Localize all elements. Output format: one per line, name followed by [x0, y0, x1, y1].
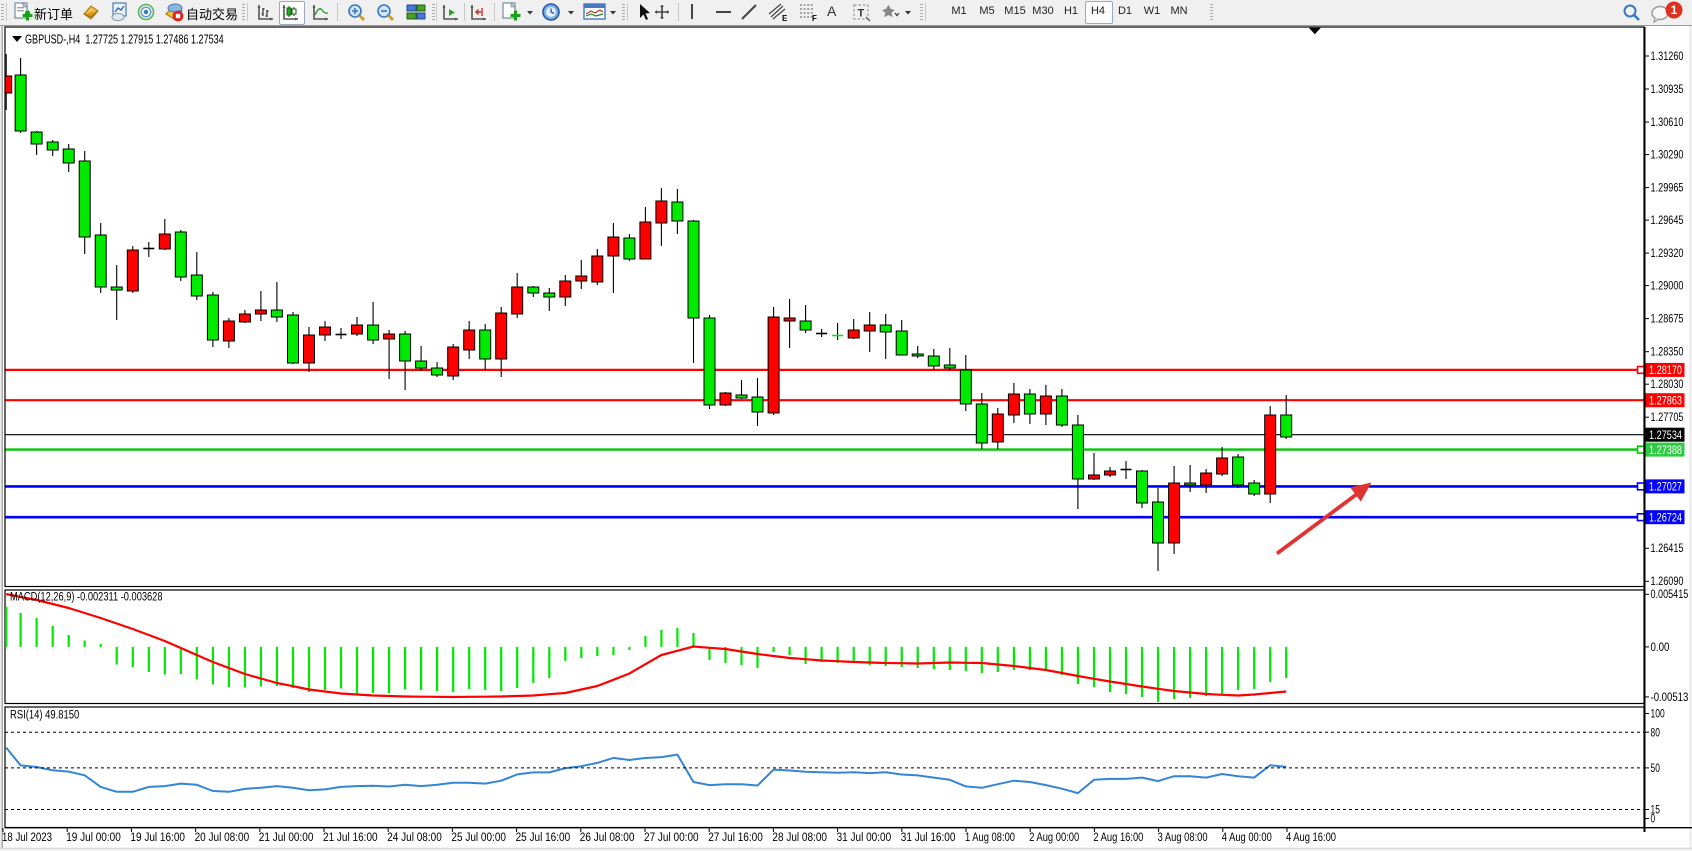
svg-text:25 Jul 00:00: 25 Jul 00:00: [451, 832, 506, 844]
svg-text:1.28170: 1.28170: [1649, 365, 1682, 377]
svg-text:1.29965: 1.29965: [1651, 183, 1684, 195]
svg-text:1.28675: 1.28675: [1651, 314, 1684, 326]
svg-text:2 Aug 00:00: 2 Aug 00:00: [1029, 832, 1079, 844]
svg-text:1.27705: 1.27705: [1651, 412, 1684, 424]
svg-text:26 Jul 08:00: 26 Jul 08:00: [580, 832, 635, 844]
svg-text:0.00: 0.00: [1651, 642, 1670, 654]
svg-text:-0.00513: -0.00513: [1651, 692, 1689, 704]
svg-text:1.29320: 1.29320: [1651, 248, 1684, 260]
svg-text:1: 1: [1671, 3, 1678, 17]
svg-text:28 Jul 08:00: 28 Jul 08:00: [772, 832, 827, 844]
svg-text:RSI(14) 49.8150: RSI(14) 49.8150: [10, 710, 79, 722]
svg-text:1.27027: 1.27027: [1649, 482, 1682, 494]
svg-text:0: 0: [1651, 814, 1656, 826]
svg-text:27 Jul 00:00: 27 Jul 00:00: [644, 832, 699, 844]
svg-text:GBPUSD-,H4 1.27725 1.27915 1.: GBPUSD-,H4 1.27725 1.27915 1.27486 1.275…: [25, 33, 224, 47]
svg-text:1.27534: 1.27534: [1649, 430, 1682, 442]
svg-text:E: E: [782, 14, 788, 23]
svg-text:80: 80: [1651, 727, 1660, 739]
svg-text:18 Jul 2023: 18 Jul 2023: [2, 832, 52, 844]
svg-text:24 Jul 08:00: 24 Jul 08:00: [387, 832, 442, 844]
svg-text:1.28030: 1.28030: [1651, 379, 1684, 391]
svg-text:20 Jul 08:00: 20 Jul 08:00: [195, 832, 250, 844]
svg-text:50: 50: [1651, 763, 1660, 775]
svg-text:1.27388: 1.27388: [1649, 445, 1682, 457]
svg-text:27 Jul 16:00: 27 Jul 16:00: [708, 832, 763, 844]
svg-text:0.005415: 0.005415: [1651, 589, 1689, 601]
svg-text:1.26724: 1.26724: [1649, 512, 1682, 524]
svg-text:1.30610: 1.30610: [1651, 117, 1684, 129]
svg-text:19 Jul 00:00: 19 Jul 00:00: [66, 832, 121, 844]
svg-text:1.31260: 1.31260: [1651, 51, 1684, 63]
svg-text:3 Aug 08:00: 3 Aug 08:00: [1158, 832, 1208, 844]
svg-text:4 Aug 00:00: 4 Aug 00:00: [1222, 832, 1272, 844]
svg-text:1.26415: 1.26415: [1651, 543, 1684, 555]
svg-text:T: T: [858, 8, 865, 20]
svg-text:21 Jul 00:00: 21 Jul 00:00: [259, 832, 314, 844]
svg-text:100: 100: [1651, 709, 1665, 721]
svg-text:1.30935: 1.30935: [1651, 84, 1684, 96]
svg-text:MACD(12,26,9) -0.002311 -0.003: MACD(12,26,9) -0.002311 -0.003628: [10, 592, 163, 604]
svg-text:1.29645: 1.29645: [1651, 215, 1684, 227]
svg-text:1.30290: 1.30290: [1651, 150, 1684, 162]
svg-text:21 Jul 16:00: 21 Jul 16:00: [323, 832, 378, 844]
svg-text:31 Jul 16:00: 31 Jul 16:00: [901, 832, 956, 844]
svg-text:31 Jul 00:00: 31 Jul 00:00: [837, 832, 892, 844]
svg-text:2 Aug 16:00: 2 Aug 16:00: [1093, 832, 1143, 844]
svg-text:1.27863: 1.27863: [1649, 395, 1682, 407]
svg-text:1 Aug 08:00: 1 Aug 08:00: [965, 832, 1015, 844]
svg-text:25 Jul 16:00: 25 Jul 16:00: [516, 832, 571, 844]
svg-text:15: 15: [1651, 805, 1660, 817]
svg-text:4 Aug 16:00: 4 Aug 16:00: [1286, 832, 1336, 844]
svg-text:1.28350: 1.28350: [1651, 347, 1684, 359]
svg-text:F: F: [812, 14, 817, 23]
svg-text:1.29000: 1.29000: [1651, 281, 1684, 293]
svg-text:19 Jul 16:00: 19 Jul 16:00: [130, 832, 185, 844]
svg-text:1.26090: 1.26090: [1651, 576, 1684, 588]
